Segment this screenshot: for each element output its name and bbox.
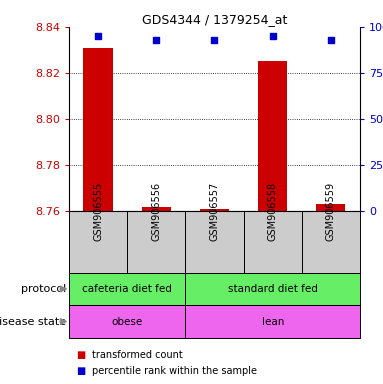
Text: GSM906555: GSM906555 <box>93 182 103 241</box>
Bar <box>302 211 360 273</box>
Bar <box>69 305 185 338</box>
Bar <box>316 204 345 211</box>
Bar <box>200 209 229 211</box>
Point <box>211 37 218 43</box>
Bar <box>142 207 171 211</box>
Bar <box>83 48 113 211</box>
Bar <box>258 61 287 211</box>
Point <box>270 33 276 39</box>
Text: GSM906557: GSM906557 <box>210 182 219 241</box>
Point <box>95 33 101 39</box>
Bar <box>69 273 185 305</box>
Bar <box>185 211 244 273</box>
Title: GDS4344 / 1379254_at: GDS4344 / 1379254_at <box>142 13 287 26</box>
Text: GSM906556: GSM906556 <box>151 182 161 241</box>
Point <box>153 37 159 43</box>
Text: percentile rank within the sample: percentile rank within the sample <box>92 366 257 376</box>
Text: ■: ■ <box>77 350 86 360</box>
Text: lean: lean <box>262 316 284 327</box>
Text: ■: ■ <box>77 366 86 376</box>
Text: obese: obese <box>111 316 143 327</box>
Bar <box>185 305 360 338</box>
Bar <box>244 211 302 273</box>
Text: protocol: protocol <box>21 284 66 294</box>
Bar <box>127 211 185 273</box>
Bar <box>185 273 360 305</box>
Text: GSM906559: GSM906559 <box>326 182 336 241</box>
Text: standard diet fed: standard diet fed <box>228 284 318 294</box>
Bar <box>69 211 127 273</box>
Text: cafeteria diet fed: cafeteria diet fed <box>82 284 172 294</box>
Point <box>328 37 334 43</box>
Text: GSM906558: GSM906558 <box>268 182 278 241</box>
Text: disease state: disease state <box>0 316 66 327</box>
Text: transformed count: transformed count <box>92 350 183 360</box>
